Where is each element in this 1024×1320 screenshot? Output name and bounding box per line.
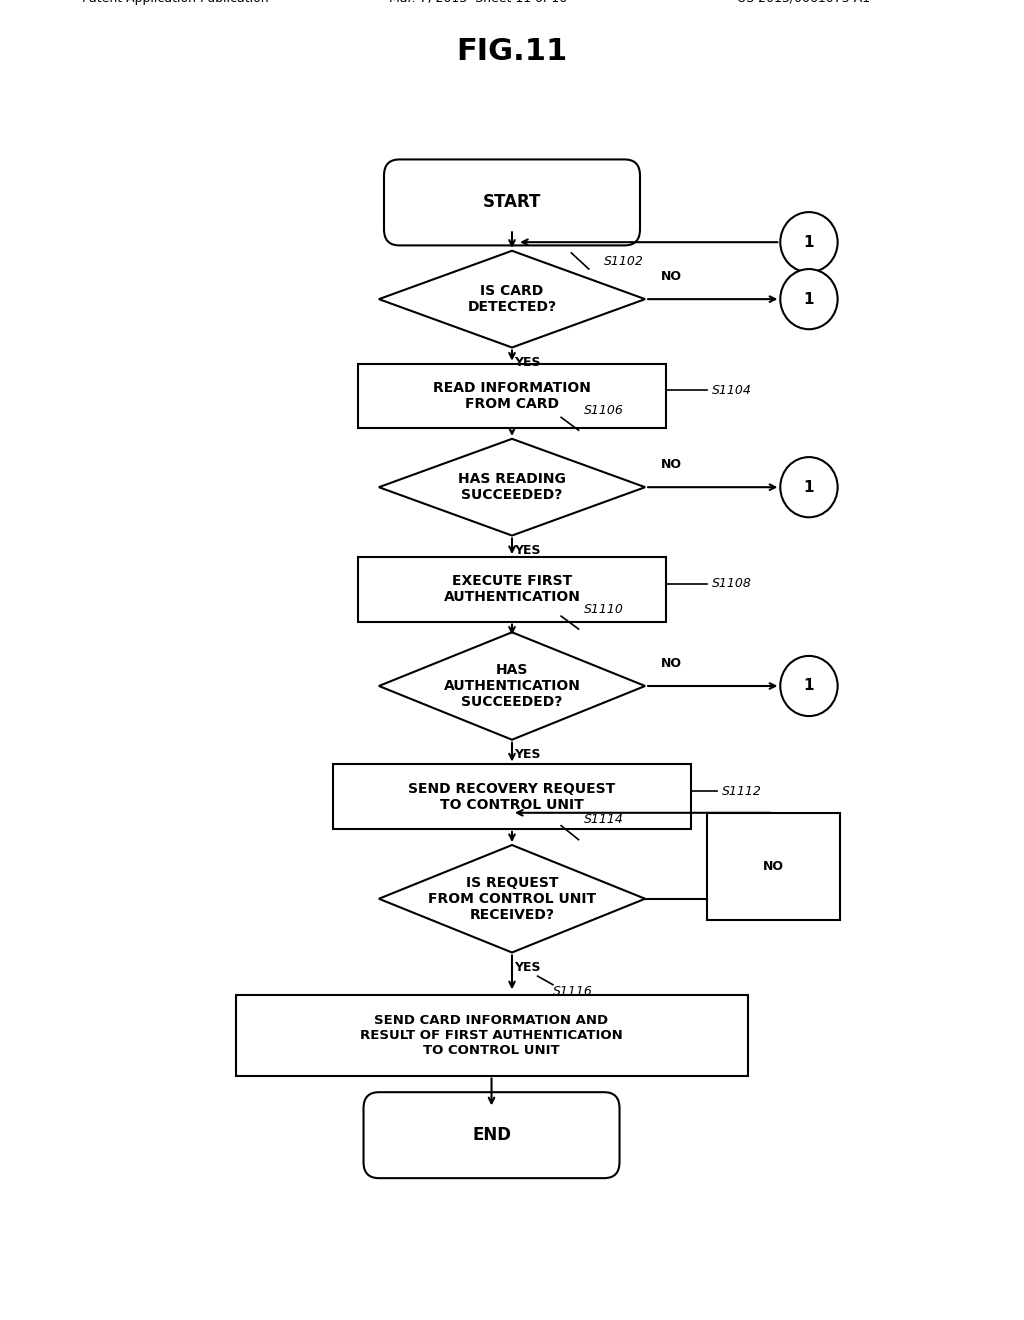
Text: S1104: S1104 bbox=[712, 384, 752, 397]
Text: S1102: S1102 bbox=[604, 255, 644, 268]
Text: S1106: S1106 bbox=[584, 404, 624, 417]
Circle shape bbox=[780, 213, 838, 272]
Polygon shape bbox=[379, 845, 645, 953]
Text: 1: 1 bbox=[804, 678, 814, 693]
Text: FIG.11: FIG.11 bbox=[457, 37, 567, 66]
Text: HAS READING
SUCCEEDED?: HAS READING SUCCEEDED? bbox=[458, 473, 566, 503]
Text: READ INFORMATION
FROM CARD: READ INFORMATION FROM CARD bbox=[433, 380, 591, 411]
Text: S1110: S1110 bbox=[584, 603, 624, 616]
Text: S1112: S1112 bbox=[722, 785, 762, 797]
FancyBboxPatch shape bbox=[333, 764, 691, 829]
Text: YES: YES bbox=[514, 356, 541, 370]
FancyBboxPatch shape bbox=[364, 1092, 620, 1179]
FancyBboxPatch shape bbox=[236, 995, 748, 1076]
FancyBboxPatch shape bbox=[358, 557, 666, 622]
Polygon shape bbox=[379, 438, 645, 536]
Text: NO: NO bbox=[660, 271, 682, 282]
Text: NO: NO bbox=[660, 657, 682, 669]
Text: YES: YES bbox=[514, 748, 541, 762]
Text: 1: 1 bbox=[804, 292, 814, 306]
Text: START: START bbox=[482, 194, 542, 211]
Text: S1116: S1116 bbox=[553, 985, 593, 998]
Text: Mar. 7, 2013  Sheet 11 of 16: Mar. 7, 2013 Sheet 11 of 16 bbox=[389, 0, 567, 5]
Text: YES: YES bbox=[514, 961, 541, 974]
Bar bbox=[707, 813, 840, 920]
Text: YES: YES bbox=[514, 544, 541, 557]
Text: IS REQUEST
FROM CONTROL UNIT
RECEIVED?: IS REQUEST FROM CONTROL UNIT RECEIVED? bbox=[428, 875, 596, 921]
Text: 1: 1 bbox=[804, 479, 814, 495]
Text: IS CARD
DETECTED?: IS CARD DETECTED? bbox=[467, 284, 557, 314]
Text: END: END bbox=[472, 1126, 511, 1144]
FancyBboxPatch shape bbox=[384, 160, 640, 246]
Text: EXECUTE FIRST
AUTHENTICATION: EXECUTE FIRST AUTHENTICATION bbox=[443, 574, 581, 605]
Text: Patent Application Publication: Patent Application Publication bbox=[82, 0, 268, 5]
Text: NO: NO bbox=[660, 458, 682, 471]
Text: SEND RECOVERY REQUEST
TO CONTROL UNIT: SEND RECOVERY REQUEST TO CONTROL UNIT bbox=[409, 781, 615, 812]
Text: HAS
AUTHENTICATION
SUCCEEDED?: HAS AUTHENTICATION SUCCEEDED? bbox=[443, 663, 581, 709]
FancyBboxPatch shape bbox=[358, 363, 666, 428]
Text: 1: 1 bbox=[804, 235, 814, 249]
Text: US 2013/0061075 A1: US 2013/0061075 A1 bbox=[737, 0, 870, 5]
Text: S1108: S1108 bbox=[712, 577, 752, 590]
Circle shape bbox=[780, 457, 838, 517]
Circle shape bbox=[780, 656, 838, 715]
Polygon shape bbox=[379, 632, 645, 739]
Text: SEND CARD INFORMATION AND
RESULT OF FIRST AUTHENTICATION
TO CONTROL UNIT: SEND CARD INFORMATION AND RESULT OF FIRS… bbox=[360, 1014, 623, 1057]
Text: S1114: S1114 bbox=[584, 813, 624, 826]
Polygon shape bbox=[379, 251, 645, 347]
Text: NO: NO bbox=[763, 861, 783, 873]
Circle shape bbox=[780, 269, 838, 329]
